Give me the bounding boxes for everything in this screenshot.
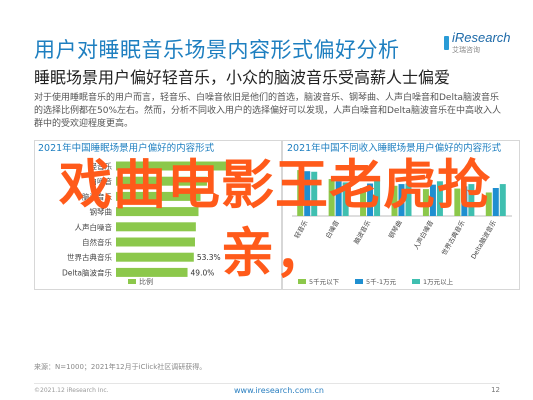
left-value-label: 53.3% bbox=[197, 253, 221, 262]
right-bar bbox=[405, 183, 412, 216]
right-bar bbox=[468, 184, 475, 216]
right-legend-label: 1万元以上 bbox=[423, 277, 454, 286]
left-bar bbox=[116, 207, 199, 217]
left-value-label: 49.0% bbox=[191, 268, 215, 277]
footer-copyright: ©2021.12 iResearch Inc. bbox=[34, 387, 109, 394]
overlay-caption: 戏曲电影王老虎抢亲， bbox=[59, 155, 491, 284]
brand-name: iResearch bbox=[452, 30, 511, 45]
left-bar bbox=[116, 191, 201, 201]
right-bar bbox=[398, 184, 405, 216]
page-subtitle: 睡眠场景用户偏好轻音乐，小众的脑波音乐受高薪人士偏爱 bbox=[34, 68, 451, 87]
left-legend-label: 比例 bbox=[139, 277, 153, 286]
right-legend-swatch bbox=[355, 279, 363, 284]
right-bar bbox=[436, 181, 443, 216]
left-category-label: 脑波音乐 bbox=[82, 191, 112, 201]
left-bar bbox=[116, 252, 194, 262]
left-bar bbox=[116, 267, 188, 277]
left-category-label: 白噪音 bbox=[90, 176, 113, 186]
right-bar bbox=[297, 170, 304, 216]
chart-title-left: 2021年中国睡眠场景用户偏好的内容形式 bbox=[38, 143, 215, 154]
left-bar bbox=[116, 222, 196, 232]
page-title: 用户对睡眠音乐场景内容形式偏好分析 bbox=[34, 38, 400, 62]
right-bar bbox=[391, 185, 398, 216]
right-bar bbox=[499, 184, 506, 216]
right-bar bbox=[335, 181, 342, 216]
left-category-label: 世界古典音乐 bbox=[67, 252, 112, 262]
right-bar bbox=[454, 188, 461, 216]
left-legend-swatch bbox=[128, 279, 136, 284]
brand-mark-icon bbox=[444, 36, 449, 50]
right-bar bbox=[360, 188, 367, 216]
right-bar bbox=[328, 179, 335, 216]
chart-title-right: 2021年中国不同收入睡眠场景用户偏好的内容形式 bbox=[287, 143, 502, 154]
right-legend-swatch bbox=[412, 279, 420, 284]
right-bar bbox=[367, 183, 374, 216]
right-bar bbox=[342, 182, 349, 216]
left-bar bbox=[116, 176, 207, 186]
brand-logo: iResearch 艾瑞咨询 bbox=[444, 30, 514, 56]
left-category-label: 钢琴曲 bbox=[90, 207, 113, 217]
left-bar bbox=[116, 161, 232, 171]
right-legend-label: 5千元以下 bbox=[309, 277, 340, 286]
left-bar bbox=[116, 237, 195, 247]
right-legend-swatch bbox=[298, 279, 306, 284]
brand-subtitle: 艾瑞咨询 bbox=[452, 46, 480, 54]
right-bar bbox=[429, 184, 436, 216]
right-bar bbox=[461, 186, 468, 216]
footer-website: www.iresearch.com.cn bbox=[234, 386, 324, 395]
right-bar bbox=[485, 192, 492, 216]
left-category-label: Delta脑波音乐 bbox=[62, 267, 113, 277]
left-category-label: 轻音乐 bbox=[90, 161, 113, 171]
source-note: 来源：N=1000；2021年12月于iClick社区调研获得。 bbox=[34, 363, 207, 371]
page-footer: ©2021.12 iResearch Inc. www.iresearch.co… bbox=[34, 383, 500, 398]
right-bar bbox=[311, 171, 318, 216]
summary-text: 对于使用睡眠音乐的用户而言，轻音乐、白噪音依旧是他们的首选，脑波音乐、钢琴曲、人… bbox=[34, 93, 502, 129]
right-legend-label: 5千-1万元 bbox=[366, 277, 397, 286]
right-bar bbox=[422, 189, 429, 216]
right-bar bbox=[374, 180, 381, 216]
right-bar bbox=[492, 188, 499, 216]
left-category-label: 自然音乐 bbox=[82, 237, 112, 247]
right-bar bbox=[304, 171, 311, 216]
footer-page-number: 12 bbox=[491, 386, 500, 394]
left-category-label: 人声白噪音 bbox=[75, 222, 113, 232]
